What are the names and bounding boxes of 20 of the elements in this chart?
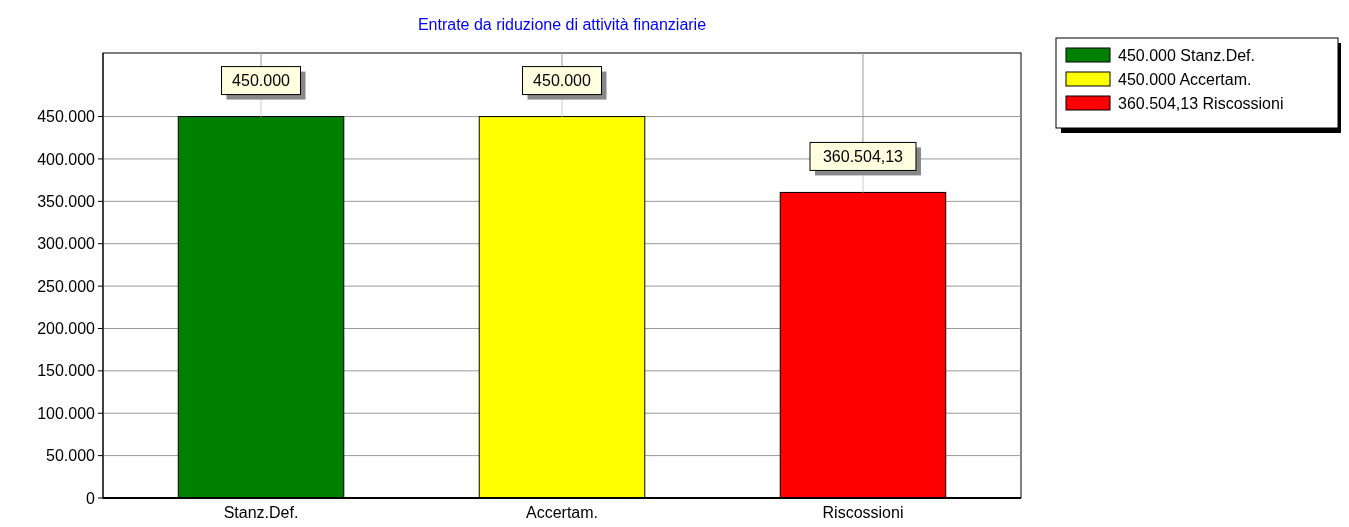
legend-label: 450.000 Accertam. <box>1118 70 1252 88</box>
legend-label: 360.504,13 Riscossioni <box>1118 94 1284 112</box>
y-tick-label: 400.000 <box>37 150 96 168</box>
chart-title: Entrate da riduzione di attività finanziarie <box>417 16 707 33</box>
data-label: 450.000 <box>533 72 592 90</box>
legend-label: 450.000 Stanz.Def. <box>1118 46 1255 64</box>
x-tick-label: Stanz.Def. <box>223 503 299 521</box>
y-tick-label: 250.000 <box>37 277 96 295</box>
x-tick-label: Riscossioni <box>822 503 904 521</box>
y-tick-label: 450.000 <box>37 108 96 126</box>
data-label: 450.000 <box>232 72 291 90</box>
y-tick-label: 300.000 <box>37 235 96 253</box>
y-tick-label: 200.000 <box>37 320 96 338</box>
data-label: 360.504,13 <box>822 148 904 166</box>
x-tick-label: Accertam. <box>525 503 599 521</box>
y-tick-label: 0 <box>86 489 96 507</box>
y-tick-label: 350.000 <box>37 192 96 210</box>
y-tick-label: 100.000 <box>37 404 96 422</box>
y-tick-label: 150.000 <box>37 362 96 380</box>
y-tick-label: 50.000 <box>46 447 96 465</box>
